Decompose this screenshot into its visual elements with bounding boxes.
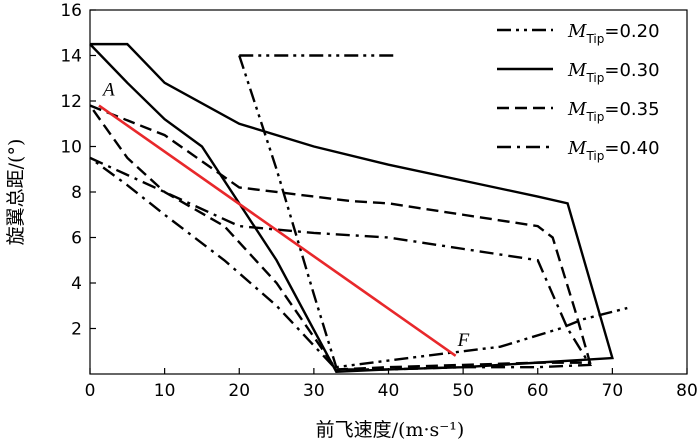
x-tick-label: 0	[85, 381, 96, 401]
x-tick-label: 70	[602, 381, 624, 401]
y-tick-label: 14	[60, 47, 82, 67]
y-tick-label: 10	[60, 138, 82, 158]
y-tick-label: 2	[71, 320, 82, 340]
series-line-1	[238, 55, 628, 369]
series-line-3	[89, 104, 592, 371]
legend: MTip=0.20 MTip=0.30 MTip=0.35 MTip=0.40	[486, 16, 681, 166]
legend-label-2: MTip=0.30	[567, 60, 660, 85]
legend-background	[486, 16, 681, 166]
legend-label-3: MTip=0.35	[567, 99, 660, 124]
legend-label-1: MTip=0.20	[567, 21, 660, 46]
y-tick-label: 6	[71, 229, 82, 249]
series-line-4	[89, 156, 593, 371]
x-tick-label: 50	[452, 381, 474, 401]
x-axis-title: 前飞速度/(m·s⁻¹)	[316, 419, 465, 441]
y-tick-label: 16	[60, 1, 82, 21]
y-tick-label: 12	[60, 92, 82, 112]
annotation-a: A	[101, 80, 115, 101]
series-layer	[89, 42, 628, 373]
y-axis-title: 旋翼总距/(°)	[5, 139, 27, 246]
legend-label-4: MTip=0.40	[567, 138, 660, 163]
x-tick-label: 10	[154, 381, 176, 401]
series-line-2	[89, 42, 614, 373]
x-tick-label: 20	[228, 381, 250, 401]
highlight-layer: AF	[98, 80, 470, 357]
x-tick-label: 30	[303, 381, 325, 401]
x-tick-label: 40	[378, 381, 400, 401]
x-tick-label: 60	[527, 381, 549, 401]
annotation-f: F	[457, 330, 470, 351]
y-tick-label: 8	[71, 183, 82, 203]
highlight-line-af	[98, 104, 457, 357]
x-tick-label: 80	[676, 381, 698, 401]
ticks-layer: 0 10 20 30 40 50 60 70 80 2 4 6 8 10 12 14 16	[60, 1, 697, 401]
y-tick-label: 4	[71, 274, 82, 294]
